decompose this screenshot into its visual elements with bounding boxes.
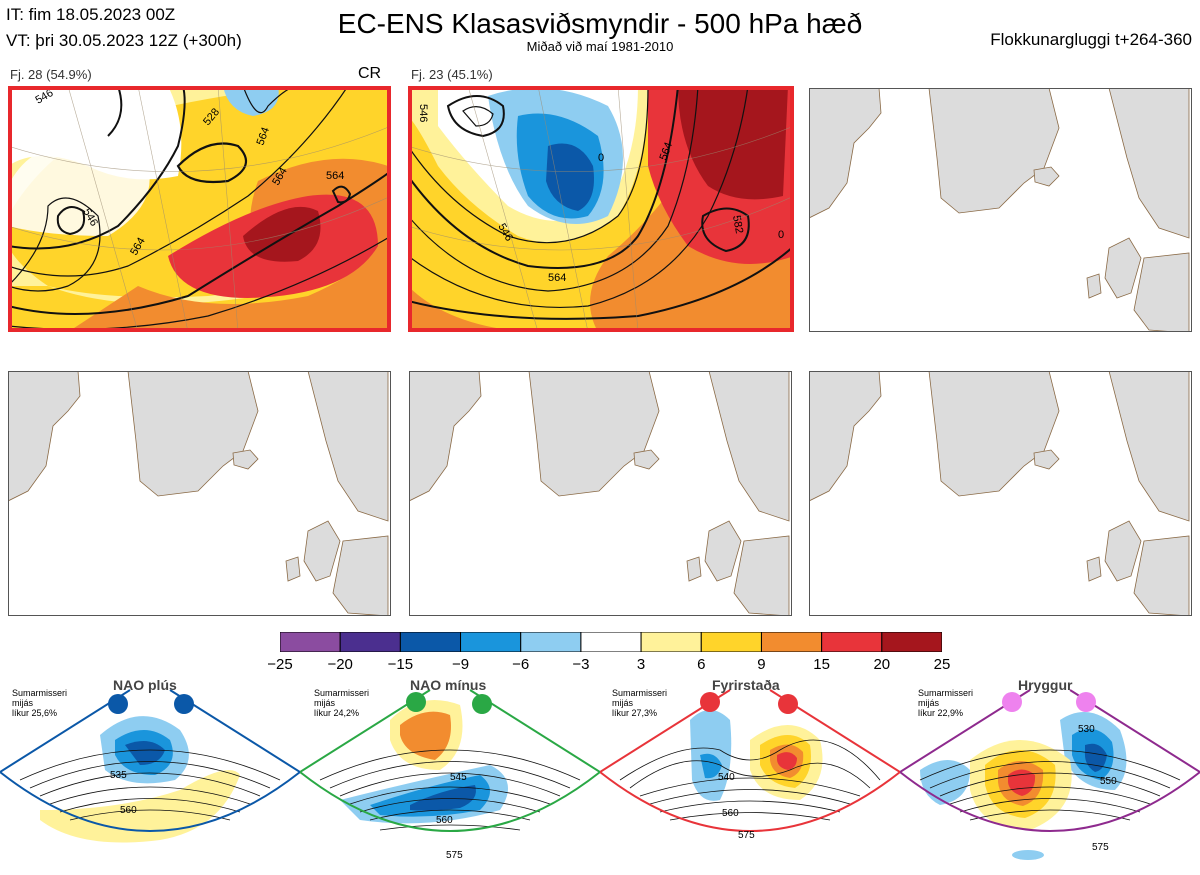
contour-label: 0 (778, 229, 784, 241)
cluster-1-label: Fj. 28 (54.9%) (10, 67, 92, 82)
colorbar-segment (881, 632, 942, 652)
cluster-map-1: 546 546 564 564 564 564 528 (8, 86, 391, 332)
page-title: EC-ENS Klasasviðsmyndir - 500 hPa hæð (337, 8, 863, 39)
colorbar-segment (821, 632, 883, 652)
contour-label: 0 (598, 152, 604, 164)
colorbar-tick-label: 6 (697, 656, 706, 673)
regime-contour: 550 (1100, 776, 1117, 787)
classification-window: Flokkunargluggi t+264-360 (990, 30, 1192, 49)
contour-label: 564 (658, 141, 676, 162)
colorbar-segment (520, 632, 582, 652)
empty-map-4 (8, 371, 391, 616)
contour-label: 564 (548, 272, 566, 284)
page-subtitle: Miðað við maí 1981-2010 (526, 39, 674, 54)
colorbar-tick-label: 25 (933, 656, 951, 673)
regime-contour: 560 (436, 815, 453, 826)
contour-label: 564 (326, 170, 344, 182)
cluster-2-label: Fj. 23 (45.1%) (411, 67, 493, 82)
regime-contour: 575 (1092, 842, 1109, 853)
colorbar-segment (460, 632, 522, 652)
colorbar-segment (280, 632, 341, 652)
colorbar-tick-label: 15 (813, 656, 830, 673)
regime-contour: 575 (446, 850, 463, 861)
regime-nao-plus: 535 560 NAO plús Sumarmisseri mijás líkur … (0, 677, 301, 870)
regime-name: NAO mínus (410, 677, 487, 693)
colorbar-segment (760, 632, 823, 652)
regime-ridge: 530 550 575 Hryggur Sumarmisseri mijás lík… (899, 677, 1200, 870)
regime-info: Sumarmisseri mijás líkur 27,3% (612, 688, 668, 718)
colorbar-tick-label: −20 (327, 656, 353, 673)
empty-map-5 (409, 371, 792, 616)
initial-time: IT: fim 18.05.2023 00Z (6, 5, 176, 24)
regime-contour: 540 (718, 772, 735, 783)
contour-label: 546 (417, 104, 429, 122)
colorbar-tick-label: 9 (757, 656, 766, 673)
regime-nao-minus: 545 560 575 NAO mínus Sumarmisseri mijás l… (299, 677, 601, 870)
colorbar-tick-label: 3 (636, 656, 646, 673)
colorbar-segment (640, 632, 702, 652)
cluster-map-2: 546 546 564 564 582 0 0 (408, 86, 794, 332)
regime-info: Sumarmisseri mijás líkur 22,9% (918, 688, 974, 718)
colorbar (280, 632, 942, 652)
colorbar-tick-label: −6 (512, 656, 530, 673)
colorbar-tick-label: −15 (387, 656, 414, 673)
regime-info: Sumarmisseri mijás líkur 24,2% (314, 688, 370, 718)
colorbar-tick-label: −9 (451, 656, 470, 673)
colorbar-segment (339, 632, 401, 652)
contour-label: 564 (255, 126, 273, 147)
empty-map-3 (809, 88, 1192, 332)
colorbar-segment (399, 632, 462, 652)
colorbar-tick-label: −3 (572, 656, 590, 673)
colorbar-tick-label: 20 (873, 656, 891, 673)
regime-contour: 530 (1078, 724, 1095, 735)
regime-contour: 575 (738, 830, 755, 841)
regime-name: Hryggur (1018, 677, 1073, 693)
colorbar-tick-label: −25 (267, 656, 293, 673)
regime-info: Sumarmisseri mijás líkur 25,6% (12, 688, 68, 718)
regime-name: NAO plús (113, 677, 177, 693)
regime-contour: 560 (120, 805, 137, 816)
regime-contour: 535 (110, 770, 127, 781)
regime-blocking: 540 560 575 Fyrirstaða Sumarmisseri mijás… (599, 677, 901, 870)
contour-label: 582 (730, 214, 745, 234)
cluster-1-tag: CR (358, 65, 382, 82)
colorbar-segment (700, 632, 762, 652)
valid-time: VT: þri 30.05.2023 12Z (+300h) (6, 31, 242, 50)
regime-contour: 545 (450, 772, 467, 783)
regime-name: Fyrirstaða (712, 677, 780, 693)
colorbar-segment (580, 632, 642, 652)
regime-contour: 560 (722, 808, 739, 819)
empty-map-6 (809, 371, 1192, 616)
